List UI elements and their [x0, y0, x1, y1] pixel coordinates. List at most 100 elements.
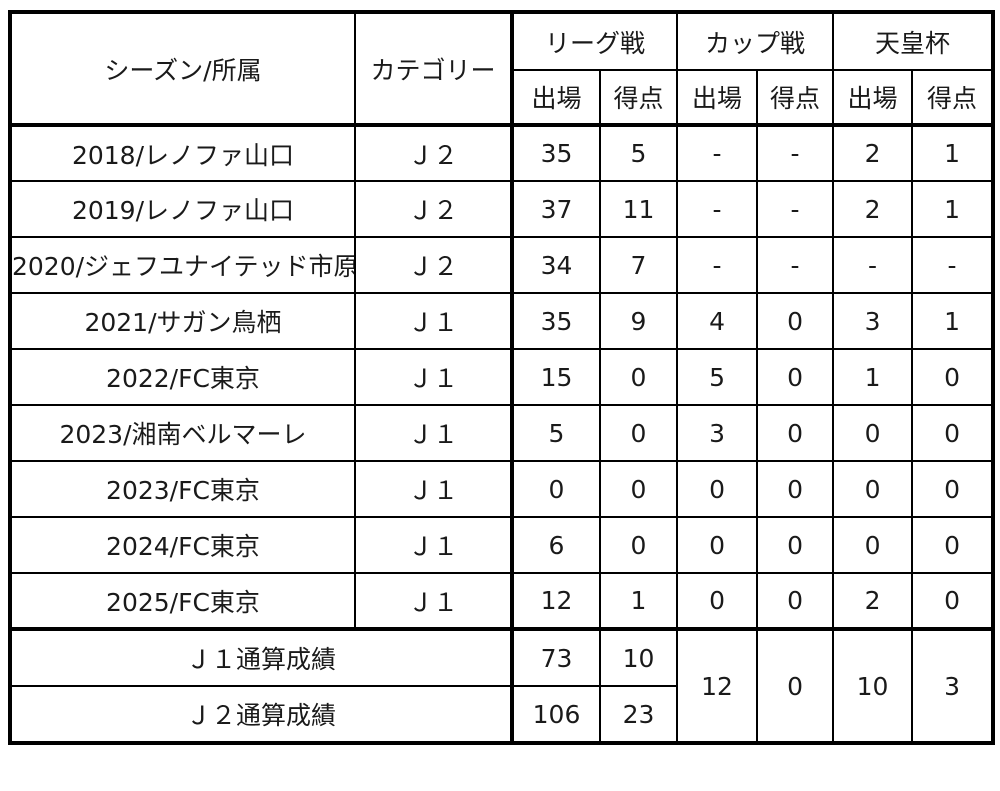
header-league-appearances: 出場: [511, 69, 601, 127]
cup-apps-cell: -: [676, 124, 759, 182]
header-emperors-cup-appearances: 出場: [832, 69, 914, 127]
header-emperors-cup-group: 天皇杯: [832, 11, 995, 71]
header-category: カテゴリー: [354, 11, 514, 127]
total-label-j2: Ｊ２通算成績: [9, 685, 514, 744]
total-j2-league-apps: 106: [511, 685, 601, 744]
league-goals-cell: 0: [598, 404, 679, 462]
league-goals-cell: 0: [598, 460, 679, 518]
emperors-cup-goals-cell: 1: [911, 292, 995, 350]
emperors-cup-goals-cell: 0: [911, 572, 995, 631]
cup-goals-cell: -: [756, 180, 835, 238]
league-goals-cell: 1: [598, 572, 679, 631]
table-row: 2022/FC東京 Ｊ１ 15 0 5 0 1 0: [9, 348, 995, 406]
total-row-j2: Ｊ２通算成績 106 23: [9, 685, 993, 744]
category-cell: Ｊ１: [354, 516, 514, 574]
cup-goals-cell: 0: [756, 292, 835, 350]
cup-goals-cell: 0: [756, 572, 835, 631]
header-group-row: シーズン/所属 カテゴリー リーグ戦 カップ戦 天皇杯: [9, 11, 995, 127]
total-j1-league-goals: 10: [598, 627, 679, 687]
emperors-cup-apps-cell: 1: [832, 348, 914, 406]
league-goals-cell: 9: [598, 292, 679, 350]
table-header: シーズン/所属 カテゴリー リーグ戦 カップ戦 天皇杯 出場 得点 出場 得点 …: [9, 11, 995, 127]
cup-goals-cell: -: [756, 124, 835, 182]
cup-apps-cell: -: [676, 180, 759, 238]
season-cell: 2020/ジェフユナイテッド市原・千葉: [9, 236, 356, 294]
table-row: 2019/レノファ山口 Ｊ２ 37 11 - - 2 1: [9, 180, 995, 238]
header-league-group: リーグ戦: [510, 11, 679, 71]
category-cell: Ｊ１: [354, 460, 514, 518]
emperors-cup-apps-cell: 0: [832, 404, 914, 462]
league-apps-cell: 34: [511, 236, 601, 294]
season-cell: 2019/レノファ山口: [9, 180, 356, 238]
league-apps-cell: 37: [511, 180, 601, 238]
emperors-cup-apps-cell: 0: [832, 460, 914, 518]
cup-apps-cell: 5: [676, 348, 759, 406]
table-row: 2023/FC東京 Ｊ１ 0 0 0 0 0 0: [9, 460, 995, 518]
cup-goals-cell: 0: [756, 460, 835, 518]
total-cup-apps: 12: [676, 627, 759, 744]
table-body: 2018/レノファ山口 Ｊ２ 35 5 - - 2 1 2019/レノファ山口 …: [9, 124, 995, 631]
cup-goals-cell: 0: [756, 404, 835, 462]
category-cell: Ｊ２: [354, 236, 514, 294]
cup-apps-cell: 3: [676, 404, 759, 462]
category-cell: Ｊ１: [354, 348, 514, 406]
player-stats-table: シーズン/所属 カテゴリー リーグ戦 カップ戦 天皇杯 出場 得点 出場 得点 …: [8, 10, 996, 745]
total-emperors-cup-goals: 3: [911, 627, 995, 744]
season-cell: 2022/FC東京: [9, 348, 356, 406]
table-row: 2024/FC東京 Ｊ１ 6 0 0 0 0 0: [9, 516, 995, 574]
emperors-cup-goals-cell: 0: [911, 404, 995, 462]
league-apps-cell: 35: [511, 292, 601, 350]
emperors-cup-apps-cell: 2: [832, 124, 914, 182]
emperors-cup-goals-cell: 0: [911, 348, 995, 406]
season-cell: 2023/FC東京: [9, 460, 356, 518]
league-apps-cell: 6: [511, 516, 601, 574]
season-cell: 2018/レノファ山口: [9, 124, 356, 182]
season-cell: 2025/FC東京: [9, 572, 356, 631]
emperors-cup-apps-cell: 2: [832, 180, 914, 238]
emperors-cup-goals-cell: 1: [911, 180, 995, 238]
league-apps-cell: 12: [511, 572, 601, 631]
category-cell: Ｊ１: [354, 404, 514, 462]
cup-goals-cell: 0: [756, 348, 835, 406]
emperors-cup-goals-cell: 1: [911, 124, 995, 182]
league-goals-cell: 0: [598, 348, 679, 406]
table-row: 2025/FC東京 Ｊ１ 12 1 0 0 2 0: [9, 572, 995, 631]
league-goals-cell: 5: [598, 124, 679, 182]
table-totals: Ｊ１通算成績 73 10 12 0 10 3 Ｊ２通算成績 106 23: [9, 627, 995, 744]
league-goals-cell: 7: [598, 236, 679, 294]
emperors-cup-goals-cell: 0: [911, 516, 995, 574]
header-cup-goals: 得点: [756, 69, 835, 127]
league-apps-cell: 35: [511, 124, 601, 182]
header-cup-group: カップ戦: [676, 11, 835, 71]
total-j1-league-apps: 73: [511, 627, 601, 687]
table-row: 2021/サガン鳥栖 Ｊ１ 35 9 4 0 3 1: [9, 292, 995, 350]
cup-goals-cell: -: [756, 236, 835, 294]
total-j2-league-goals: 23: [598, 685, 679, 744]
season-cell: 2024/FC東京: [9, 516, 356, 574]
cup-apps-cell: 0: [676, 460, 759, 518]
cup-apps-cell: 4: [676, 292, 759, 350]
emperors-cup-apps-cell: 0: [832, 516, 914, 574]
league-apps-cell: 0: [511, 460, 601, 518]
league-apps-cell: 5: [511, 404, 601, 462]
cup-goals-cell: 0: [756, 516, 835, 574]
category-cell: Ｊ２: [354, 180, 514, 238]
total-cup-goals: 0: [756, 627, 835, 744]
emperors-cup-apps-cell: 3: [832, 292, 914, 350]
league-goals-cell: 11: [598, 180, 679, 238]
total-emperors-cup-apps: 10: [832, 627, 914, 744]
cup-apps-cell: -: [676, 236, 759, 294]
table-row: 2023/湘南ベルマーレ Ｊ１ 5 0 3 0 0 0: [9, 404, 995, 462]
category-cell: Ｊ１: [354, 572, 514, 631]
header-cup-appearances: 出場: [676, 69, 759, 127]
header-sub-row: 出場 得点 出場 得点 出場 得点: [10, 69, 995, 127]
table-row: 2020/ジェフユナイテッド市原・千葉 Ｊ２ 34 7 - - - -: [9, 236, 995, 294]
emperors-cup-apps-cell: -: [832, 236, 914, 294]
category-cell: Ｊ２: [354, 124, 514, 182]
emperors-cup-apps-cell: 2: [832, 572, 914, 631]
cup-apps-cell: 0: [676, 572, 759, 631]
cup-apps-cell: 0: [676, 516, 759, 574]
header-league-goals: 得点: [598, 69, 679, 127]
emperors-cup-goals-cell: 0: [911, 460, 995, 518]
total-row-j1: Ｊ１通算成績 73 10 12 0 10 3: [9, 627, 995, 744]
